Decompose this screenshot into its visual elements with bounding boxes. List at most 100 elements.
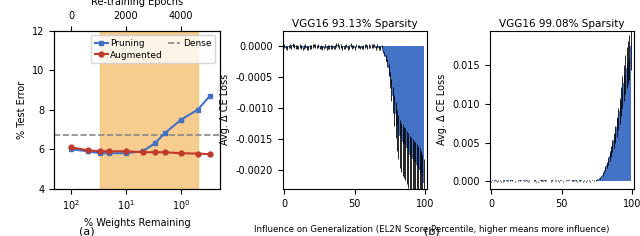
Bar (343, 46, 344, 47)
Bar (285, 46, 287, 48)
Pruning (122, 152, 130, 155)
Augmented (151, 151, 159, 154)
Bar (382, 46, 383, 51)
Text: Influence on Generalization (EL2N Score Percentile, higher means more influence): Influence on Generalization (EL2N Score … (254, 225, 610, 234)
Bar (412, 46, 413, 159)
Pruning (84, 150, 92, 153)
Augmented (194, 152, 202, 155)
Bar (327, 46, 329, 47)
Bar (410, 46, 412, 156)
Bar (326, 46, 327, 48)
Bar (344, 46, 346, 47)
Bar (523, 180, 524, 181)
Bar (419, 46, 420, 170)
Bar (334, 46, 336, 47)
Bar (613, 140, 614, 181)
Augmented (84, 149, 92, 152)
Bar (291, 46, 292, 47)
Bar (510, 180, 512, 181)
Bar (367, 46, 368, 47)
Bar (336, 45, 337, 46)
Bar (350, 45, 351, 46)
Augmented (96, 150, 104, 153)
Bar (596, 180, 598, 181)
Bar (358, 46, 360, 47)
X-axis label: Re-training Epochs: Re-training Epochs (91, 0, 183, 7)
Y-axis label: Avg. Δ CE Loss: Avg. Δ CE Loss (437, 74, 447, 145)
Bar (618, 119, 619, 181)
Bar (423, 46, 424, 183)
Bar (323, 46, 324, 48)
Bar (415, 46, 416, 163)
Bar (378, 46, 380, 48)
Bar (512, 180, 513, 181)
Bar (341, 46, 343, 48)
Bar (413, 46, 415, 161)
Bar (395, 46, 396, 114)
Line: Augmented: Augmented (68, 145, 212, 157)
Bar (292, 45, 294, 46)
Bar (495, 180, 496, 181)
Bar (408, 46, 409, 152)
Bar (568, 180, 570, 181)
X-axis label: % Weights Remaining: % Weights Remaining (84, 218, 190, 228)
Bar (406, 46, 408, 148)
Pruning (67, 148, 75, 151)
Bar (572, 180, 573, 181)
Bar (388, 46, 389, 68)
Bar (322, 46, 323, 48)
Bar (620, 102, 621, 181)
Bar (396, 46, 397, 124)
Bar (306, 46, 308, 48)
Bar (492, 180, 493, 181)
Bar (397, 46, 399, 130)
Bar (348, 46, 350, 47)
Augmented (161, 151, 168, 154)
Bar (394, 46, 395, 105)
Bar (627, 62, 628, 181)
Bar (579, 180, 580, 181)
Pruning (177, 118, 185, 121)
Bar (301, 46, 302, 47)
Bar (287, 46, 288, 48)
Bar (404, 46, 406, 145)
Bar (401, 46, 402, 139)
Bar (630, 46, 632, 181)
Bar (598, 179, 599, 181)
Y-axis label: Avg. Δ CE Loss: Avg. Δ CE Loss (220, 74, 230, 145)
Bar (360, 46, 361, 47)
Line: Pruning: Pruning (68, 93, 212, 156)
Bar (351, 46, 353, 47)
Pruning (151, 142, 159, 145)
Bar (626, 68, 627, 181)
Bar (621, 92, 623, 181)
Bar (559, 180, 561, 181)
Bar (295, 46, 296, 47)
Pruning (96, 152, 104, 155)
Bar (296, 46, 298, 47)
Bar (409, 46, 410, 155)
Bar (332, 46, 333, 47)
Pruning (139, 150, 147, 153)
Bar (310, 46, 312, 47)
Legend: Pruning, Augmented, Dense: Pruning, Augmented, Dense (92, 35, 215, 63)
Bar (399, 46, 401, 136)
Bar (402, 46, 403, 142)
Bar (337, 45, 339, 46)
Bar (320, 46, 322, 47)
Bar (605, 168, 606, 181)
Bar (566, 180, 568, 181)
Bar (365, 45, 367, 46)
Bar (330, 46, 332, 47)
Title: VGG16 93.13% Sparsity: VGG16 93.13% Sparsity (292, 18, 417, 29)
Bar (580, 180, 582, 181)
Bar (422, 46, 423, 176)
Augmented (67, 146, 75, 149)
Bar (612, 146, 613, 181)
Text: (b): (b) (424, 227, 440, 236)
Bar (520, 180, 522, 181)
Bar (329, 46, 330, 47)
Bar (333, 46, 334, 47)
Bar (309, 46, 310, 47)
Bar (361, 46, 362, 47)
